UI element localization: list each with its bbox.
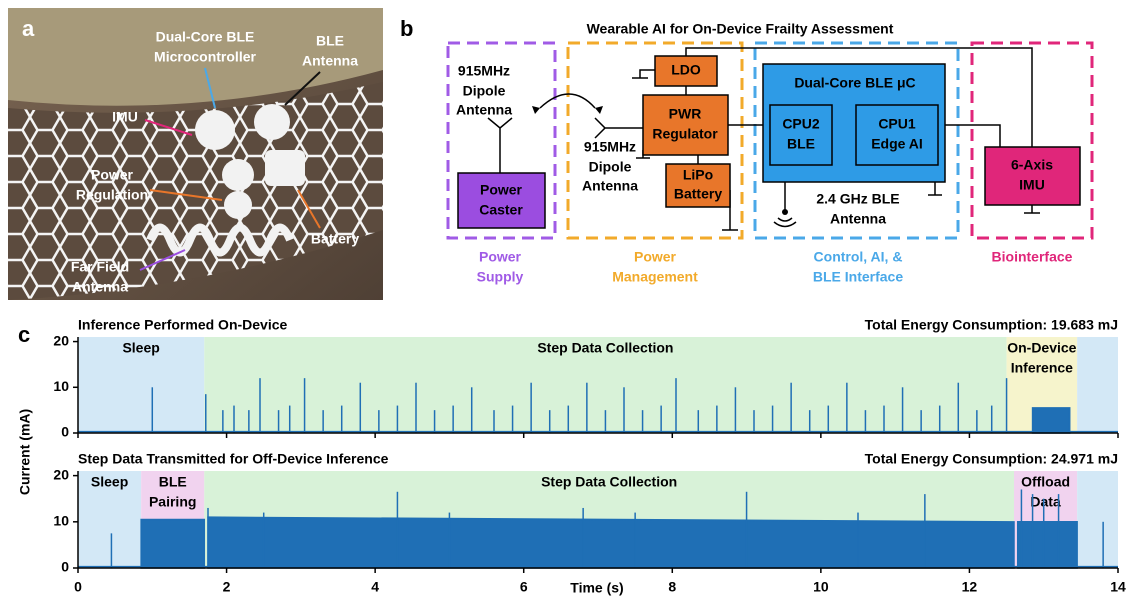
- y-tick-label: 20: [53, 332, 69, 348]
- x-tick-label: 12: [962, 579, 978, 595]
- label: 915MHz: [458, 63, 510, 79]
- label: Battery: [311, 231, 359, 247]
- panel-label: c: [18, 322, 30, 347]
- x-tick-label: 8: [668, 579, 676, 595]
- group-label: Supply: [477, 269, 524, 285]
- group-label: Power: [479, 249, 522, 265]
- area: [141, 520, 204, 569]
- region-label: Step Data Collection: [537, 340, 673, 356]
- group-label: BLE Interface: [813, 269, 903, 285]
- region-label: Pairing: [149, 494, 196, 510]
- label: Dipole: [589, 159, 632, 175]
- area: [1018, 522, 1077, 568]
- region-label: Sleep: [91, 474, 128, 490]
- region-label: Inference: [1011, 360, 1073, 376]
- label: Dual-Core BLE μC: [794, 75, 915, 91]
- area: [208, 517, 1014, 568]
- chart-title: Inference Performed On-Device: [78, 317, 288, 333]
- annotation: Total Energy Consumption: 19.683 mJ: [865, 317, 1118, 333]
- x-tick-label: 14: [1110, 579, 1126, 595]
- annotation: Total Energy Consumption: 24.971 mJ: [865, 451, 1118, 467]
- x-axis-label: Time (s): [570, 580, 623, 596]
- label: Antenna: [72, 279, 128, 295]
- label: Regulator: [652, 126, 718, 142]
- label: Regulation: [76, 187, 148, 203]
- y-tick-label: 20: [53, 466, 69, 482]
- label: BLE: [316, 33, 344, 49]
- panel-b: b Wearable AI for On-Device Frailty Asse…: [400, 16, 1092, 285]
- region-label: Sleep: [122, 340, 159, 356]
- area: [1033, 408, 1070, 433]
- group-label: Control, AI, &: [814, 249, 903, 265]
- diagram-title: Wearable AI for On-Device Frailty Assess…: [587, 21, 894, 37]
- y-axis-label: Current (mA): [17, 409, 33, 495]
- label: Battery: [674, 186, 722, 202]
- label: Antenna: [456, 102, 512, 118]
- group-label: Power: [634, 249, 677, 265]
- label: Antenna: [302, 53, 358, 69]
- group-label: Biointerface: [992, 249, 1073, 265]
- region: [1077, 471, 1118, 568]
- label: CPU1: [878, 116, 916, 132]
- label: LDO: [671, 62, 701, 78]
- x-tick-label: 0: [74, 579, 82, 595]
- label: Power: [480, 182, 523, 198]
- region-label: BLE: [159, 474, 187, 490]
- label: Dual-Core BLE: [156, 29, 255, 45]
- x-tick-label: 2: [223, 579, 231, 595]
- label: Edge AI: [871, 136, 923, 152]
- region-label: Step Data Collection: [541, 474, 677, 490]
- x-tick-label: 6: [520, 579, 528, 595]
- label: Power: [91, 167, 134, 183]
- label: Microcontroller: [154, 49, 256, 65]
- y-tick-label: 0: [61, 559, 69, 575]
- blocks: [458, 56, 1080, 228]
- group-label: Management: [612, 269, 698, 285]
- x-tick-label: 10: [813, 579, 829, 595]
- panel-label: b: [400, 16, 413, 41]
- label: PWR: [669, 106, 702, 122]
- label: Dipole: [463, 83, 506, 99]
- panel-label: a: [22, 16, 35, 41]
- label: IMU: [112, 109, 138, 125]
- x-tick-label: 4: [371, 579, 379, 595]
- label: 915MHz: [584, 139, 636, 155]
- label: Antenna: [830, 211, 886, 227]
- region: [1077, 337, 1118, 433]
- y-tick-label: 10: [53, 513, 69, 529]
- region-label: Offload: [1021, 474, 1070, 490]
- label: Antenna: [582, 178, 638, 194]
- antenna-waves: [774, 218, 796, 227]
- label: Far Field: [71, 259, 129, 275]
- label: BLE: [787, 136, 815, 152]
- y-tick-label: 10: [53, 378, 69, 394]
- label: 2.4 GHz BLE: [816, 191, 899, 207]
- panel-c: c Current (mA) Time (s) Sleep Step Data C…: [17, 317, 1126, 596]
- chart-title: Step Data Transmitted for Off-Device Inf…: [78, 451, 389, 467]
- y-tick-label: 0: [61, 424, 69, 440]
- label: IMU: [1019, 177, 1045, 193]
- antenna-dot: [782, 209, 788, 215]
- region-label: Data: [1030, 494, 1061, 510]
- label: CPU2: [782, 116, 820, 132]
- figure: a Dual-Core BLE Microcontroller BLE Ante…: [0, 0, 1132, 599]
- panel-a: a Dual-Core BLE Microcontroller BLE Ante…: [8, 8, 383, 300]
- label: Caster: [479, 202, 523, 218]
- region-label: On-Device: [1007, 340, 1076, 356]
- label: LiPo: [683, 167, 713, 183]
- label: 6-Axis: [1011, 157, 1053, 173]
